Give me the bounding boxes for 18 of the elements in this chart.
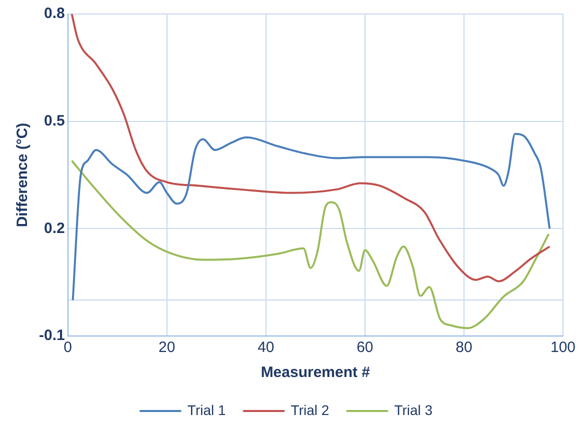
legend-label: Trial 2: [290, 402, 330, 418]
y-tick-label: 0.5: [44, 112, 65, 130]
line-series: [70, 160, 550, 330]
line-series: [70, 14, 551, 282]
x-tick-label: 0: [64, 339, 72, 356]
legend-label: Trial 1: [187, 402, 226, 418]
x-tick-label: 20: [158, 339, 176, 356]
line-series: [72, 132, 551, 302]
legend-label: Trial 3: [394, 402, 433, 418]
y-tick-label: -0.1: [38, 327, 65, 344]
y-tick-label: 0.2: [44, 220, 65, 237]
x-tick-label: 40: [258, 339, 274, 356]
x-tick-label: 100: [550, 339, 576, 356]
y-tick-label: 0.8: [44, 5, 65, 22]
x-tick-label: 80: [456, 339, 472, 356]
x-axis-title: Measurement #: [260, 364, 371, 382]
y-axis-title: Difference (°C): [14, 122, 32, 228]
x-tick-label: 60: [356, 339, 374, 356]
